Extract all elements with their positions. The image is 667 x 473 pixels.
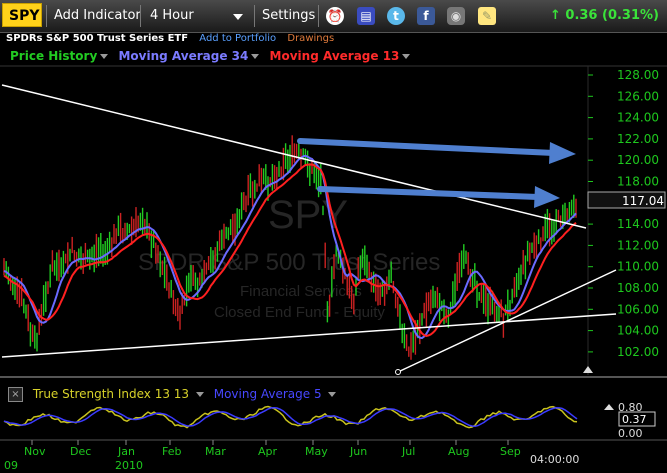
tsi-value-tag	[618, 411, 656, 427]
price-tick-label: 122.00	[617, 132, 659, 146]
legend-ma13[interactable]: Moving Average 13	[269, 49, 400, 63]
price-tick-label: 118.00	[617, 175, 659, 189]
settings-button[interactable]: Settings	[262, 8, 316, 23]
price-tick-label: 126.00	[617, 89, 659, 103]
price-change: ↑ 0.36 (0.31%)	[549, 8, 659, 23]
toolbar: SPY Add Indicator 4 Hour Settings ⏰ ▤ t …	[0, 0, 667, 33]
year-label-2010: 2010	[115, 459, 143, 472]
legend-price-history[interactable]: Price History	[10, 49, 98, 63]
price-tick-label: 102.00	[617, 345, 659, 359]
trendline-anchor[interactable]	[395, 369, 401, 375]
month-label: Dec	[70, 445, 91, 458]
twitter-icon[interactable]: t	[387, 7, 405, 25]
tsi-line	[3, 405, 578, 429]
indicator-legend: × True Strength Index 13 13 Moving Avera…	[8, 385, 342, 403]
month-label: Apr	[258, 445, 278, 458]
month-label: May	[305, 445, 328, 458]
annotation-arrow-1[interactable]	[297, 138, 557, 156]
facebook-icon[interactable]: f	[417, 7, 435, 25]
month-label: Jun	[349, 445, 367, 458]
month-label: Sep	[500, 445, 521, 458]
time-label: 04:00:00	[530, 453, 579, 466]
price-axis: 128.00126.00124.00122.00120.00118.00116.…	[588, 68, 659, 359]
note-icon[interactable]: ✎	[478, 7, 496, 25]
support-trendline[interactable]	[1, 313, 617, 358]
month-label: Aug	[448, 445, 469, 458]
price-tick-label: 104.00	[617, 324, 659, 338]
month-label: Jul	[401, 445, 415, 458]
watermark-symbol: SPY	[268, 193, 348, 237]
annotation-arrow-2[interactable]	[317, 186, 541, 200]
scroll-up-icon[interactable]	[583, 366, 593, 373]
tsi-axis-bottom: 0.00	[618, 427, 643, 440]
add-to-portfolio-link[interactable]: Add to Portfolio	[199, 33, 277, 44]
close-icon[interactable]: ×	[8, 387, 23, 402]
watermark-industry: Closed End Fund - Equity	[214, 304, 385, 321]
price-tick-label: 124.00	[617, 111, 659, 125]
price-legend: Price History Moving Average 34 Moving A…	[0, 47, 667, 65]
year-label-2009: 09	[4, 459, 18, 472]
instrument-bar: SPDRs S&P 500 Trust Series ETF Add to Po…	[0, 32, 667, 46]
last-price-tag	[587, 191, 666, 209]
price-tick-label: 112.00	[617, 238, 659, 252]
last-price-value: 117.04	[622, 194, 664, 208]
arrowhead-icon	[534, 186, 560, 208]
toolbar-divider	[140, 5, 141, 27]
chevron-down-icon[interactable]	[402, 54, 411, 59]
watermark-name: SPDR S&P 500 Trust Series	[138, 249, 440, 276]
chevron-down-icon[interactable]	[195, 392, 204, 397]
interval-select[interactable]: 4 Hour	[150, 8, 194, 23]
toolbar-divider	[318, 5, 319, 27]
toolbar-divider	[46, 5, 47, 27]
camera-icon[interactable]: ◉	[447, 7, 465, 25]
rising-trendline[interactable]	[397, 269, 617, 373]
chevron-down-icon[interactable]	[328, 392, 337, 397]
instrument-name: SPDRs S&P 500 Trust Series ETF	[6, 33, 189, 44]
month-label: Jan	[117, 445, 135, 458]
legend-ma34[interactable]: Moving Average 34	[118, 49, 249, 63]
price-tick-label: 120.00	[617, 153, 659, 167]
price-tick-label: 128.00	[617, 68, 659, 82]
price-tick-label: 108.00	[617, 281, 659, 295]
ma34-line	[3, 154, 577, 340]
alarm-clock-icon[interactable]: ⏰	[326, 7, 344, 25]
scroll-up-icon[interactable]	[604, 404, 614, 410]
arrowhead-icon	[549, 142, 576, 164]
price-tick-label: 114.00	[617, 217, 659, 231]
drawings-link[interactable]: Drawings	[287, 33, 335, 44]
time-axis: Nov Dec Jan Feb Mar Apr May Jun Jul Aug Sep	[24, 440, 521, 458]
month-label: Feb	[162, 445, 181, 458]
legend-tsi[interactable]: True Strength Index 13 13	[32, 387, 190, 401]
chevron-down-icon[interactable]	[100, 54, 109, 59]
tsi-value: 0.37	[622, 413, 647, 426]
symbol-input[interactable]: SPY	[2, 3, 42, 27]
tsi-axis-top: 0.80	[618, 401, 643, 414]
toolbar-divider	[254, 5, 255, 27]
chevron-down-icon[interactable]	[233, 14, 243, 20]
ma13-line	[3, 163, 577, 338]
month-label: Nov	[24, 445, 46, 458]
book-icon[interactable]: ▤	[357, 7, 375, 25]
watermark-sector: Financial Services	[240, 283, 362, 300]
tsi-ma-line	[3, 406, 578, 428]
month-label: Mar	[205, 445, 226, 458]
price-tick-label: 106.00	[617, 302, 659, 316]
resistance-trendline[interactable]	[1, 84, 587, 229]
chevron-down-icon[interactable]	[251, 54, 260, 59]
add-indicator-button[interactable]: Add Indicator	[54, 8, 141, 23]
price-tick-label: 110.00	[617, 260, 659, 274]
legend-tsi-ma[interactable]: Moving Average 5	[213, 387, 322, 401]
